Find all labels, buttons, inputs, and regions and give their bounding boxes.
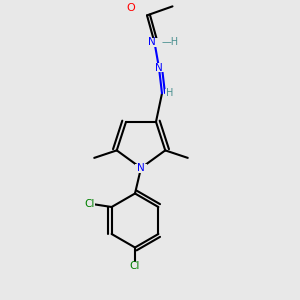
FancyBboxPatch shape: [83, 200, 95, 208]
FancyBboxPatch shape: [165, 89, 174, 98]
FancyBboxPatch shape: [135, 164, 147, 172]
Text: —H: —H: [161, 38, 178, 47]
FancyBboxPatch shape: [153, 63, 165, 72]
Text: Cl: Cl: [130, 261, 140, 272]
FancyBboxPatch shape: [129, 262, 141, 271]
Text: N: N: [148, 38, 156, 47]
Text: N: N: [155, 63, 163, 73]
Text: O: O: [126, 3, 135, 13]
Text: Cl: Cl: [85, 199, 95, 209]
FancyBboxPatch shape: [124, 3, 136, 13]
Text: N: N: [137, 163, 145, 173]
FancyBboxPatch shape: [147, 38, 162, 47]
Text: H: H: [166, 88, 173, 98]
